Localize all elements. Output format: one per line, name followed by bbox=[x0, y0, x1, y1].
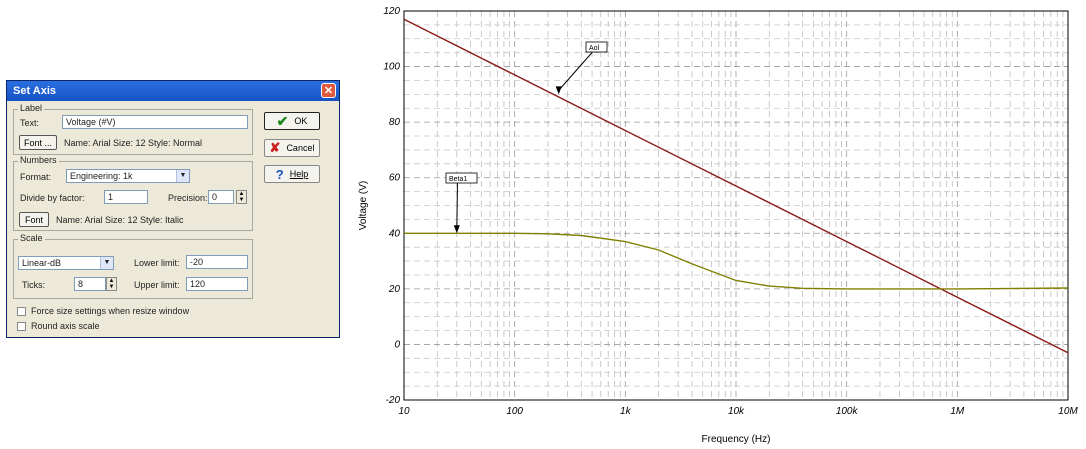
scale-group-title: Scale bbox=[18, 233, 45, 243]
numbers-font-button[interactable]: Font bbox=[19, 212, 49, 227]
x-tick-label: 100 bbox=[506, 406, 523, 417]
x-axis-label: Frequency (Hz) bbox=[702, 434, 771, 445]
x-icon: ✘ bbox=[269, 140, 281, 155]
numbers-group-title: Numbers bbox=[18, 155, 59, 165]
y-tick-label: 20 bbox=[388, 284, 401, 295]
label-font-desc: Name: Arial Size: 12 Style: Normal bbox=[64, 138, 203, 148]
scale-select[interactable]: Linear-dB ▼ bbox=[18, 256, 114, 270]
ticks-spinner[interactable]: ▲ ▼ bbox=[106, 277, 117, 291]
format-select[interactable]: Engineering: 1k ▼ bbox=[66, 169, 190, 183]
ok-button[interactable]: ✔ OK bbox=[264, 112, 320, 130]
precision-label: Precision: bbox=[168, 193, 208, 203]
lower-limit-field[interactable]: -20 bbox=[186, 255, 248, 269]
plot-frame bbox=[403, 10, 1069, 401]
annotation-leader bbox=[558, 51, 593, 91]
check-icon: ✔ bbox=[276, 112, 289, 129]
ticks-label: Ticks: bbox=[22, 280, 46, 290]
numbers-font-desc: Name: Arial Size: 12 Style: Italic bbox=[56, 215, 184, 225]
close-icon[interactable]: ✕ bbox=[321, 83, 336, 98]
ok-label: OK bbox=[294, 116, 308, 126]
divide-field[interactable]: 1 bbox=[104, 190, 148, 204]
y-tick-label: -20 bbox=[386, 395, 401, 406]
precision-spinner[interactable]: ▲ ▼ bbox=[236, 190, 247, 204]
numbers-group: Numbers Format: Engineering: 1k ▼ Divide… bbox=[13, 155, 253, 231]
annotation-label-beta1: Beta1 bbox=[449, 176, 467, 183]
y-tick-labels: -20 0 20 40 60 80 100 120 bbox=[383, 6, 400, 406]
upper-limit-label: Upper limit: bbox=[134, 280, 180, 290]
format-value: Engineering: 1k bbox=[70, 171, 133, 181]
dialog-title: Set Axis bbox=[13, 85, 57, 97]
annotation-label-aol: Aol bbox=[589, 45, 600, 52]
help-button[interactable]: ? Help bbox=[264, 165, 320, 183]
y-tick-label: 40 bbox=[389, 228, 401, 239]
scale-value: Linear-dB bbox=[22, 258, 62, 268]
force-size-checkbox[interactable] bbox=[17, 307, 26, 316]
y-tick-label: 120 bbox=[383, 6, 400, 17]
x-tick-label: 10M bbox=[1058, 406, 1078, 417]
scale-group: Scale Linear-dB ▼ Lower limit: -20 Ticks… bbox=[13, 233, 253, 299]
chart-series bbox=[403, 18, 1069, 354]
series-line-aol bbox=[403, 18, 1069, 354]
chevron-down-icon: ▼ bbox=[100, 257, 113, 269]
question-icon: ? bbox=[275, 166, 284, 182]
chart-grid bbox=[404, 11, 1068, 400]
precision-field[interactable]: 0 bbox=[208, 190, 234, 204]
divide-label: Divide by factor: bbox=[20, 193, 85, 203]
y-tick-label: 80 bbox=[389, 117, 401, 128]
y-axis-label: Voltage (V) bbox=[358, 181, 369, 230]
ticks-field[interactable]: 8 bbox=[74, 277, 106, 291]
x-tick-labels: 10 100 1k 10k 100k 1M 10M bbox=[398, 406, 1078, 417]
upper-limit-field[interactable]: 120 bbox=[186, 277, 248, 291]
annotation-box bbox=[445, 172, 478, 184]
text-label: Text: bbox=[20, 118, 40, 128]
label-group: Label Text: Voltage (#V) Font ... Name: … bbox=[13, 103, 253, 155]
x-tick-label: 10 bbox=[398, 406, 410, 417]
x-tick-label: 1M bbox=[950, 406, 965, 417]
force-size-label: Force size settings when resize window bbox=[31, 306, 190, 316]
annotation-arrowhead bbox=[555, 86, 562, 95]
annotation-arrowhead bbox=[453, 225, 460, 234]
y-tick-label: 60 bbox=[389, 173, 401, 184]
x-tick-label: 10k bbox=[728, 406, 745, 417]
round-axis-label: Round axis scale bbox=[31, 321, 100, 331]
series-line-beta1 bbox=[404, 232, 1069, 290]
annotation-leader bbox=[456, 182, 458, 230]
label-font-button[interactable]: Font ... bbox=[19, 135, 57, 150]
y-tick-label: 0 bbox=[394, 339, 400, 350]
chevron-down-icon: ▼ bbox=[176, 170, 189, 182]
lower-limit-label: Lower limit: bbox=[134, 258, 180, 268]
bode-chart: 10 100 1k 10k 100k 1M 10M -20 0 20 40 60 80 100 120 A… bbox=[358, 6, 1078, 445]
annotation-box bbox=[585, 41, 608, 53]
label-text-field[interactable]: Voltage (#V) bbox=[62, 115, 248, 129]
help-label: Help bbox=[289, 169, 309, 179]
x-tick-label: 100k bbox=[836, 406, 859, 417]
chart-annotations: Aol Beta1 bbox=[445, 41, 608, 234]
dialog-titlebar[interactable]: Set Axis ✕ bbox=[7, 81, 339, 101]
round-axis-checkbox[interactable] bbox=[17, 322, 26, 331]
cancel-label: Cancel bbox=[286, 143, 315, 153]
set-axis-dialog: Set Axis ✕ Label Text: Voltage (#V) Font… bbox=[6, 80, 340, 338]
y-tick-label: 100 bbox=[383, 62, 400, 73]
x-tick-label: 1k bbox=[620, 406, 632, 417]
label-group-title: Label bbox=[18, 103, 45, 113]
cancel-button[interactable]: ✘ Cancel bbox=[264, 139, 320, 157]
format-label: Format: bbox=[20, 172, 52, 182]
